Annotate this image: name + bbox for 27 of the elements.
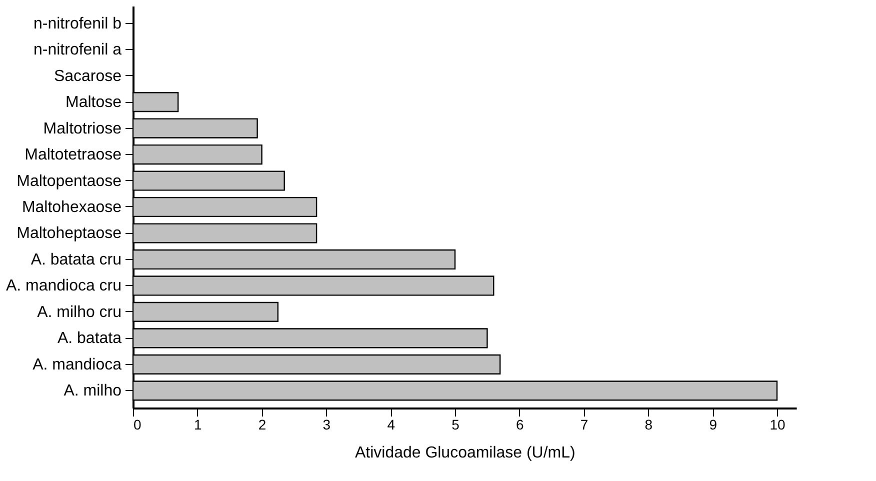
x-tick-label: 1 [194, 416, 202, 432]
x-tick-label: 10 [770, 416, 786, 432]
y-tick-label: Maltotriose [43, 120, 122, 138]
x-tick-label: 8 [644, 416, 653, 432]
x-tick-label: 0 [134, 416, 142, 432]
y-tick-label: A. milho cru [37, 304, 122, 321]
x-tick-label: 3 [322, 416, 331, 432]
x-tick-label: 9 [709, 416, 718, 432]
y-tick-label: A. milho [64, 382, 122, 400]
y-tick-label: A. batata [58, 330, 122, 348]
x-axis-title: Atividade Glucoamilase (U/mL) [355, 444, 576, 462]
x-tick-label: 5 [452, 416, 460, 432]
y-tick-label: Maltohexaose [22, 199, 122, 216]
y-tick-label: A. batata cru [30, 251, 122, 268]
y-tick-label: Maltotetraose [24, 146, 122, 164]
y-tick-label: A. mandioca [32, 356, 122, 374]
y-tick-label: Sacarose [54, 68, 122, 85]
y-tick-label: n-nitrofenil b [34, 15, 122, 32]
x-tick-label: 7 [580, 416, 588, 432]
x-tick-label: 4 [387, 416, 396, 432]
x-tick-label: 6 [516, 416, 524, 432]
y-tick-label: Maltoheptaose [16, 225, 122, 242]
x-tick-label: 2 [258, 416, 266, 432]
y-tick-label: A. mandioca cru [6, 278, 122, 295]
y-tick-label: n-nitrofenil a [34, 42, 122, 59]
y-tick-label: Maltopentaose [16, 172, 122, 190]
y-tick-label: Maltose [66, 94, 122, 112]
